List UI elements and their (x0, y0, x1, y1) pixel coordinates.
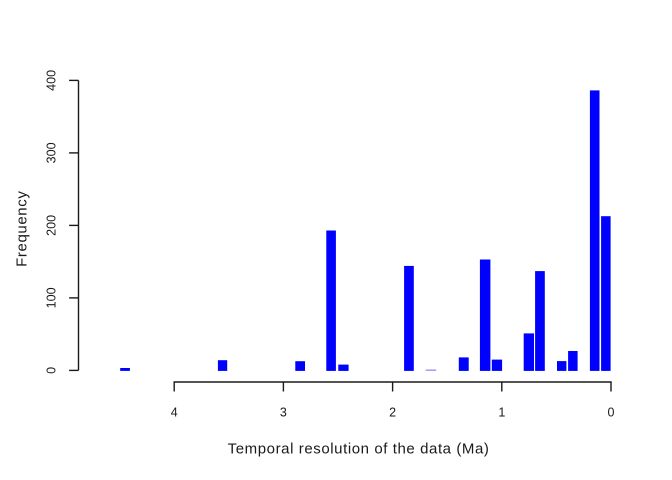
svg-text:400: 400 (45, 70, 59, 91)
svg-text:0: 0 (608, 406, 615, 420)
svg-text:Frequency: Frequency (14, 191, 31, 267)
svg-text:4: 4 (171, 406, 178, 420)
svg-text:0: 0 (45, 367, 59, 374)
svg-text:2: 2 (389, 406, 396, 420)
svg-text:1: 1 (498, 406, 505, 420)
svg-text:3: 3 (280, 406, 287, 420)
svg-text:100: 100 (45, 287, 59, 308)
svg-text:200: 200 (45, 215, 59, 236)
svg-text:Temporal resolution of the dat: Temporal resolution of the data (Ma) (228, 441, 490, 458)
svg-text:300: 300 (45, 142, 59, 163)
